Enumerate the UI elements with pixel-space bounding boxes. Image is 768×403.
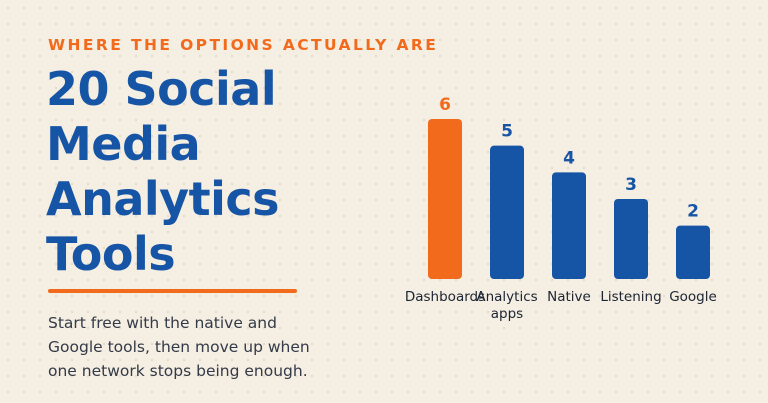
bar-value-label: 4	[563, 148, 575, 168]
category-label: Dashboards	[405, 289, 485, 305]
subtitle-line: one network stops being enough.	[48, 362, 308, 380]
page-title: 20 Social Media Analytics Tools	[46, 62, 366, 282]
title-line: 20 Social	[46, 62, 277, 116]
title-line: Tools	[46, 227, 176, 281]
subtitle-line: Google tools, then move up when	[48, 338, 310, 356]
bar-listening	[614, 199, 648, 279]
bar-analytics-apps	[490, 145, 524, 279]
bar-google	[676, 225, 710, 279]
title-underline	[48, 289, 297, 293]
subtitle-line: Start free with the native and	[48, 314, 277, 332]
bar-value-label: 2	[687, 202, 699, 222]
title-line: Media	[46, 117, 201, 171]
subtitle: Start free with the native and Google to…	[48, 311, 378, 383]
category-label: Listening	[600, 289, 661, 305]
bar-value-label: 3	[625, 175, 637, 195]
title-line: Analytics	[46, 172, 280, 226]
bar-value-label: 5	[501, 122, 513, 142]
category-label: Native	[547, 289, 591, 305]
bar-value-label: 6	[439, 95, 451, 115]
category-label: Analytics	[476, 289, 537, 305]
category-label: apps	[491, 306, 523, 322]
bar-native	[552, 172, 586, 279]
category-label: Google	[669, 289, 717, 305]
eyebrow-label: WHERE THE OPTIONS ACTUALLY ARE	[48, 36, 439, 54]
bar-dashboards	[428, 119, 462, 279]
